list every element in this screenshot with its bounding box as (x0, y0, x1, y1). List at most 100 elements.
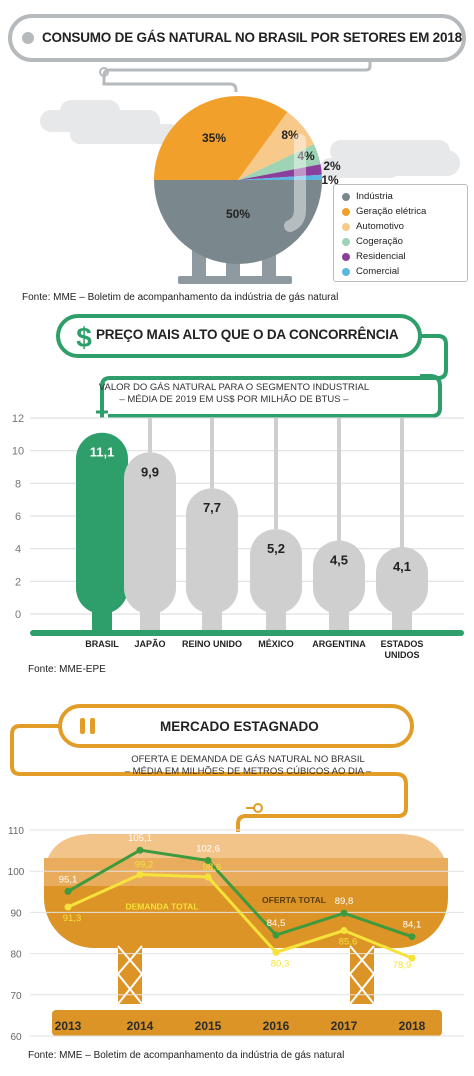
bar-base-2 (202, 608, 222, 632)
series-value-label: 84,1 (403, 920, 422, 931)
series-point (340, 927, 348, 935)
bar-value-label: 5,2 (267, 541, 285, 556)
legend-item: Comercial (342, 265, 399, 278)
pipe-4 (108, 374, 442, 418)
section2-subtitle: VALOR DO GÁS NATURAL PARA O SEGMENTO IND… (84, 382, 384, 406)
section3-graphic: 60 70 80 90 100 110 2013 2014 2015 2016 2017 2018 95… (8, 704, 464, 1043)
bar-value-label: 4,5 (330, 553, 348, 568)
valve-icon-2 (253, 803, 263, 813)
y-tick-label: 2 (15, 576, 21, 588)
series-value-label: 85,6 (339, 937, 358, 948)
year-strip (52, 1010, 442, 1036)
tank-highlight (284, 134, 306, 232)
legend-swatch (342, 207, 350, 216)
series-point (272, 948, 280, 956)
dollar-icon: $ (76, 322, 92, 353)
bar-value-label: 11,1 (90, 445, 115, 460)
section3-title: MERCADO ESTAGNADO (160, 719, 319, 734)
section2-graphic: $ 0 2 4 6 8 10 12 11,1 BRASIL 9,9 JAPÃO 7,7 REINO UN… (12, 314, 464, 660)
legend-label: Automotivo (356, 221, 404, 232)
line-chart: 60 70 80 90 100 110 2013 2014 2015 2016 2017 2018 95… (8, 826, 464, 1043)
bullet-icon (22, 32, 34, 44)
section3-subtitle: OFERTA E DEMANDA DE GÁS NATURAL NO BRASI… (98, 754, 398, 778)
y-tick-label: 110 (8, 826, 24, 837)
pie-label-0: 50% (226, 207, 250, 221)
series-value-label: 89,8 (335, 896, 354, 907)
pie-slice-4 (238, 164, 322, 180)
legend-swatch (342, 252, 350, 261)
bar-1 (124, 452, 176, 614)
legend-label: Residencial (356, 251, 406, 262)
bar-base-4 (329, 608, 349, 632)
series-value-label: 99,2 (135, 859, 154, 870)
series-point (204, 873, 212, 881)
x-tick-label: 2015 (195, 1019, 222, 1033)
legend-label: Cogeração (356, 236, 403, 247)
y-tick-label: 12 (12, 413, 24, 425)
series-value-label: 102,6 (196, 843, 220, 854)
pipe-3 (100, 334, 448, 418)
section1-source: Fonte: MME – Boletim de acompanhamento d… (22, 292, 339, 303)
category-label: REINO UNIDO (182, 639, 242, 649)
x-tick-label: 2014 (127, 1019, 154, 1033)
legend-item: Cogeração (342, 235, 403, 248)
legend-label: Geração elétrica (356, 206, 427, 217)
series-name-label: DEMANDA TOTAL (125, 902, 198, 912)
y-tick-label: 10 (12, 446, 24, 458)
pie-label-4: 2% (323, 159, 341, 173)
legend-item: Residencial (342, 250, 406, 263)
y-tick-label: 8 (15, 478, 21, 490)
ground-line (30, 630, 464, 636)
category-label: BRASIL (85, 639, 119, 649)
series-point (408, 954, 416, 962)
category-label: ESTADOS (381, 639, 424, 649)
pie-slice-3 (238, 144, 321, 180)
x-tick-label: 2016 (263, 1019, 290, 1033)
series-value-label: 95,1 (59, 874, 78, 885)
legend-item: Automotivo (342, 220, 404, 233)
cloud-left (40, 100, 180, 144)
series-point (408, 933, 416, 941)
pipe-5 (10, 724, 408, 832)
section3-source: Fonte: MME – Boletim de acompanhamento d… (28, 1050, 345, 1061)
legend-swatch (342, 222, 350, 231)
pipe (110, 60, 372, 72)
legend-item: Indústria (342, 190, 393, 203)
legend-swatch (342, 237, 350, 246)
bar-value-label: 7,7 (203, 500, 221, 515)
section2-subtitle-line2: – MÉDIA DE 2019 EM US$ POR MILHÃO DE BTU… (119, 394, 349, 405)
pie-slice-2 (238, 112, 315, 180)
legend-item: Geração elétrica (342, 205, 426, 218)
series-value-label: 84,5 (267, 918, 286, 929)
pie-slice-0 (154, 180, 322, 264)
y-tick-label: 6 (15, 511, 21, 523)
x-tick-label: 2017 (331, 1019, 358, 1033)
bar-base-5 (392, 608, 412, 632)
series-point (64, 887, 72, 895)
valve-icon (99, 67, 109, 77)
category-label: MÉXICO (258, 639, 294, 649)
pie-label-2: 8% (281, 128, 299, 142)
series-value-label: 91,3 (63, 913, 82, 924)
section1-graphic: 50% 35% 8% 4% 2%1% (8, 14, 466, 284)
series-point (340, 909, 348, 917)
x-tick-label: 2013 (55, 1019, 82, 1033)
legend-label: Indústria (356, 191, 393, 202)
legend-label: Comercial (356, 266, 400, 277)
bar-base-0 (92, 608, 112, 632)
cloud-right (320, 140, 460, 178)
section2-source: Fonte: MME-EPE (28, 664, 106, 675)
pause-icon-bar1 (80, 718, 85, 734)
legend-swatch (342, 267, 350, 276)
series-point (64, 903, 72, 911)
series-point (136, 870, 144, 878)
y-tick-label: 4 (15, 544, 21, 556)
pie-slice-1 (154, 95, 288, 180)
section2-subtitle-line1: VALOR DO GÁS NATURAL PARA O SEGMENTO IND… (98, 382, 370, 393)
series-value-label: 78,9 (393, 960, 412, 971)
x-tick-label: 2018 (399, 1019, 426, 1033)
section2-title: PREÇO MAIS ALTO QUE O DA CONCORRÊNCIA (96, 327, 399, 342)
y-tick-label: 0 (15, 609, 21, 621)
pie-label-1: 35% (202, 131, 226, 145)
series-line-0 (67, 848, 413, 939)
